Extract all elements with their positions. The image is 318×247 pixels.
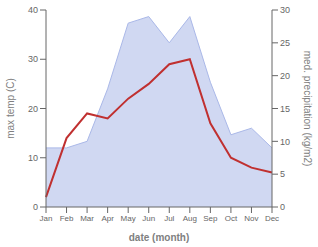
svg-text:Jul: Jul (164, 214, 174, 223)
svg-text:15: 15 (280, 104, 290, 114)
svg-text:30: 30 (28, 54, 38, 64)
svg-text:Mar: Mar (80, 214, 94, 223)
svg-text:Oct: Oct (225, 214, 238, 223)
svg-text:20: 20 (280, 71, 290, 81)
svg-text:0: 0 (33, 202, 38, 212)
svg-text:20: 20 (28, 104, 38, 114)
svg-text:max temp (C): max temp (C) (8, 78, 16, 139)
svg-text:10: 10 (28, 153, 38, 163)
svg-text:0: 0 (280, 202, 285, 212)
svg-text:May: May (121, 214, 136, 223)
svg-text:Feb: Feb (60, 214, 74, 223)
svg-text:Nov: Nov (244, 214, 258, 223)
svg-text:40: 40 (28, 5, 38, 15)
svg-text:Jan: Jan (40, 214, 53, 223)
svg-text:med. precipitation (kg/m2): med. precipitation (kg/m2) (302, 51, 310, 167)
svg-text:10: 10 (280, 137, 290, 147)
svg-text:30: 30 (280, 5, 290, 15)
svg-text:Jun: Jun (142, 214, 155, 223)
svg-text:date (month): date (month) (129, 232, 190, 243)
svg-text:Dec: Dec (265, 214, 279, 223)
svg-text:5: 5 (280, 169, 285, 179)
svg-text:Aug: Aug (183, 214, 197, 223)
svg-text:Apr: Apr (101, 214, 114, 223)
svg-text:Sep: Sep (203, 214, 218, 223)
svg-text:25: 25 (280, 38, 290, 48)
